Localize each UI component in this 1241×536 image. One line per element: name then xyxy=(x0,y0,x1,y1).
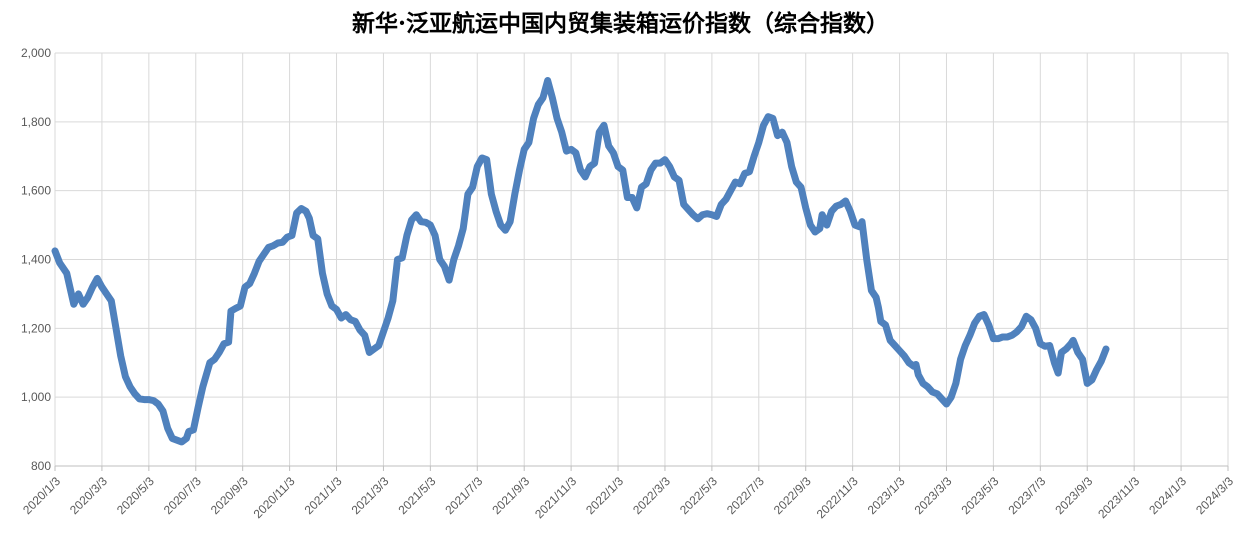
x-tick-label: 2023/9/3 xyxy=(1052,474,1095,517)
x-tick-label: 2020/5/3 xyxy=(114,474,157,517)
x-tick-label: 2023/5/3 xyxy=(959,474,1002,517)
x-tick-label: 2022/9/3 xyxy=(771,474,814,517)
series-layer xyxy=(51,77,1110,446)
x-tick-label: 2020/9/3 xyxy=(208,474,251,517)
x-tick-label: 2024/3/3 xyxy=(1193,474,1236,517)
x-tick-label: 2021/1/3 xyxy=(302,474,345,517)
x-tick-label: 2023/3/3 xyxy=(912,474,955,517)
y-tick-label: 1,800 xyxy=(21,115,51,129)
x-axis: 2020/1/3 2020/3/3 2020/5/3 2020/7/3 2020/9/3… xyxy=(20,465,1236,521)
x-tick-label: 2020/3/3 xyxy=(67,474,110,517)
x-tick-label: 2020/1/3 xyxy=(20,474,63,517)
x-tick-label: 2023/11/3 xyxy=(1095,474,1142,521)
x-tick-label: 2023/1/3 xyxy=(865,474,908,517)
y-tick-label: 1,600 xyxy=(21,184,51,198)
y-axis: 800 1,000 1,200 1,400 1,600 1,800 2,000 xyxy=(21,46,51,473)
y-tick-label: 1,400 xyxy=(21,253,51,267)
x-tick-label: 2022/5/3 xyxy=(677,474,720,517)
x-tick-label: 2021/7/3 xyxy=(442,474,485,517)
x-tick-label: 2024/1/3 xyxy=(1146,474,1189,517)
x-tick-label: 2022/3/3 xyxy=(630,474,673,517)
x-tick-label: 2021/11/3 xyxy=(532,474,579,521)
y-tick-label: 1,200 xyxy=(21,321,51,335)
y-tick-label: 800 xyxy=(31,459,51,473)
x-tick-label: 2022/1/3 xyxy=(583,474,626,517)
y-tick-label: 1,000 xyxy=(21,390,51,404)
x-tick-label: 2020/11/3 xyxy=(251,474,298,521)
x-tick-label: 2021/3/3 xyxy=(349,474,392,517)
x-tick-label: 2021/9/3 xyxy=(489,474,532,517)
x-tick-label: 2023/7/3 xyxy=(1005,474,1048,517)
x-tick-label: 2020/7/3 xyxy=(161,474,204,517)
x-tick-label: 2021/5/3 xyxy=(395,474,438,517)
x-tick-label: 2022/11/3 xyxy=(814,474,861,521)
series-line xyxy=(51,77,1110,446)
chart-title: 新华·泛亚航运中国内贸集装箱运价指数（综合指数） xyxy=(351,10,889,37)
y-tick-label: 2,000 xyxy=(21,46,51,60)
x-tick-label: 2022/7/3 xyxy=(724,474,767,517)
gridlines xyxy=(54,52,1229,467)
